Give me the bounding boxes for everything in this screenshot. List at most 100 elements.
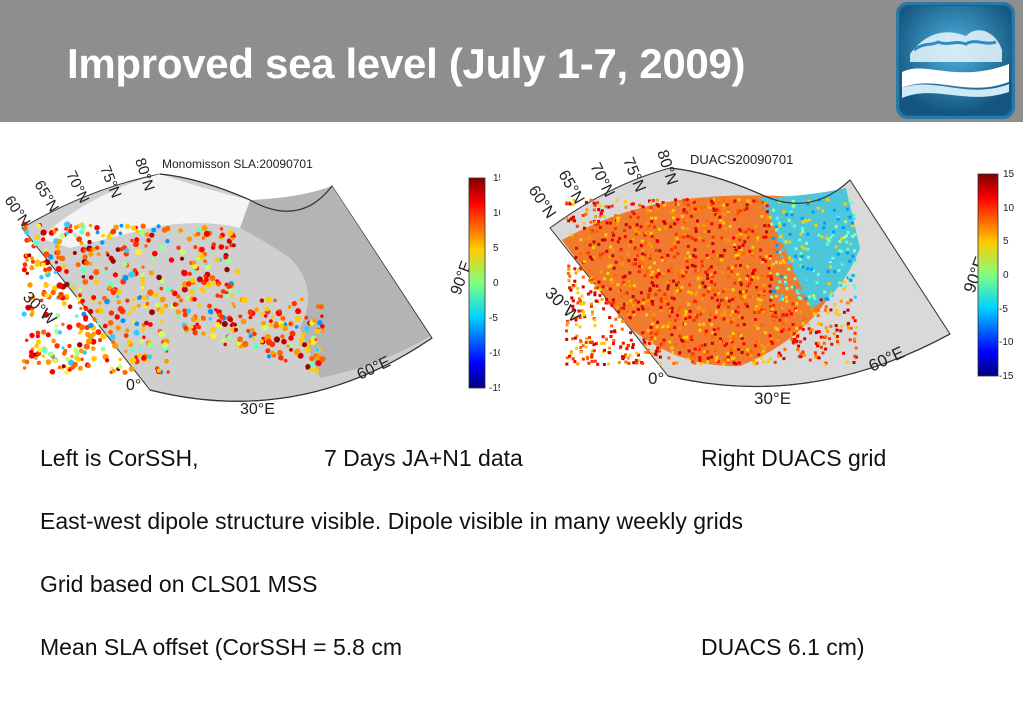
grid-cell	[663, 259, 667, 263]
grid-cell	[594, 286, 597, 290]
grid-cell	[725, 318, 729, 322]
grid-cell	[571, 202, 575, 206]
grid-cell	[734, 362, 738, 366]
grid-cell	[571, 299, 575, 303]
grid-cell	[718, 209, 721, 213]
grid-cell	[836, 238, 840, 242]
text-7-days-data: 7 Days JA+N1 data	[324, 445, 523, 471]
track-point	[198, 303, 202, 307]
grid-cell	[846, 247, 850, 251]
grid-cell	[739, 334, 743, 338]
grid-cell	[816, 272, 820, 276]
grid-cell	[636, 353, 640, 357]
grid-cell	[845, 251, 849, 255]
grid-cell	[706, 360, 709, 364]
track-point	[52, 285, 58, 291]
track-point	[199, 246, 205, 253]
track-point	[65, 356, 70, 362]
grid-cell	[834, 337, 838, 341]
grid-cell	[698, 322, 702, 326]
grid-cell	[733, 346, 737, 350]
grid-cell	[777, 239, 781, 243]
track-point	[41, 237, 46, 242]
grid-cell	[642, 338, 646, 342]
grid-cell	[631, 210, 634, 214]
grid-cell	[684, 309, 688, 313]
grid-cell	[644, 241, 647, 245]
grid-cell	[773, 311, 777, 315]
track-point	[162, 342, 168, 349]
grid-cell	[649, 231, 653, 235]
grid-cell	[733, 243, 736, 247]
grid-cell	[743, 294, 747, 298]
track-point	[110, 228, 117, 235]
track-point	[230, 293, 234, 297]
grid-cell	[846, 308, 850, 312]
track-point	[179, 256, 185, 261]
track-point	[79, 324, 85, 331]
grid-cell	[618, 237, 622, 240]
track-point	[64, 370, 69, 375]
grid-cell	[688, 309, 692, 313]
grid-cell	[789, 210, 793, 214]
track-point	[95, 230, 100, 235]
track-point	[115, 325, 122, 331]
grid-cell	[708, 318, 712, 322]
grid-cell	[755, 340, 759, 344]
track-point	[187, 271, 192, 276]
grid-cell	[738, 238, 742, 242]
grid-cell	[739, 248, 743, 252]
grid-cell	[803, 316, 807, 320]
track-point	[312, 318, 317, 323]
grid-cell	[795, 339, 799, 343]
grid-cell	[612, 301, 616, 305]
grid-cell	[753, 311, 757, 314]
grid-cell	[669, 266, 673, 270]
grid-cell	[660, 256, 664, 260]
grid-cell	[609, 217, 613, 221]
track-point	[74, 351, 80, 357]
grid-cell	[603, 348, 606, 352]
grid-cell	[684, 219, 688, 223]
grid-cell	[698, 207, 702, 211]
grid-cell	[631, 299, 635, 303]
grid-cell	[599, 270, 603, 274]
grid-cell	[826, 270, 830, 274]
track-point	[64, 226, 69, 231]
grid-cell	[589, 276, 593, 279]
grid-cell	[664, 226, 667, 230]
grid-cell	[700, 260, 704, 264]
track-point	[232, 243, 236, 248]
track-point	[229, 236, 235, 241]
grid-cell	[823, 290, 827, 294]
track-point	[168, 257, 175, 263]
grid-cell	[613, 273, 617, 277]
grid-cell	[584, 200, 588, 204]
grid-cell	[781, 328, 785, 332]
grid-cell	[690, 263, 694, 267]
grid-cell	[565, 323, 569, 327]
track-point	[281, 338, 287, 345]
grid-cell	[849, 242, 853, 246]
grid-cell	[698, 328, 702, 332]
track-point	[29, 332, 35, 339]
grid-cell	[582, 302, 586, 306]
track-point	[90, 247, 96, 252]
colorbar-tick: -15	[489, 383, 500, 394]
grid-cell	[768, 357, 772, 361]
grid-cell	[753, 268, 757, 272]
grid-cell	[657, 272, 661, 276]
grid-cell	[693, 207, 697, 211]
grid-cell	[726, 358, 730, 362]
grid-cell	[817, 341, 821, 345]
track-point	[65, 293, 70, 298]
grid-cell	[574, 271, 578, 275]
grid-cell	[714, 213, 718, 217]
grid-cell	[834, 202, 838, 206]
grid-cell	[670, 333, 674, 337]
grid-cell	[847, 321, 850, 325]
grid-cell	[773, 360, 777, 364]
grid-cell	[716, 214, 720, 218]
track-point	[289, 330, 296, 337]
grid-cell	[838, 240, 842, 244]
